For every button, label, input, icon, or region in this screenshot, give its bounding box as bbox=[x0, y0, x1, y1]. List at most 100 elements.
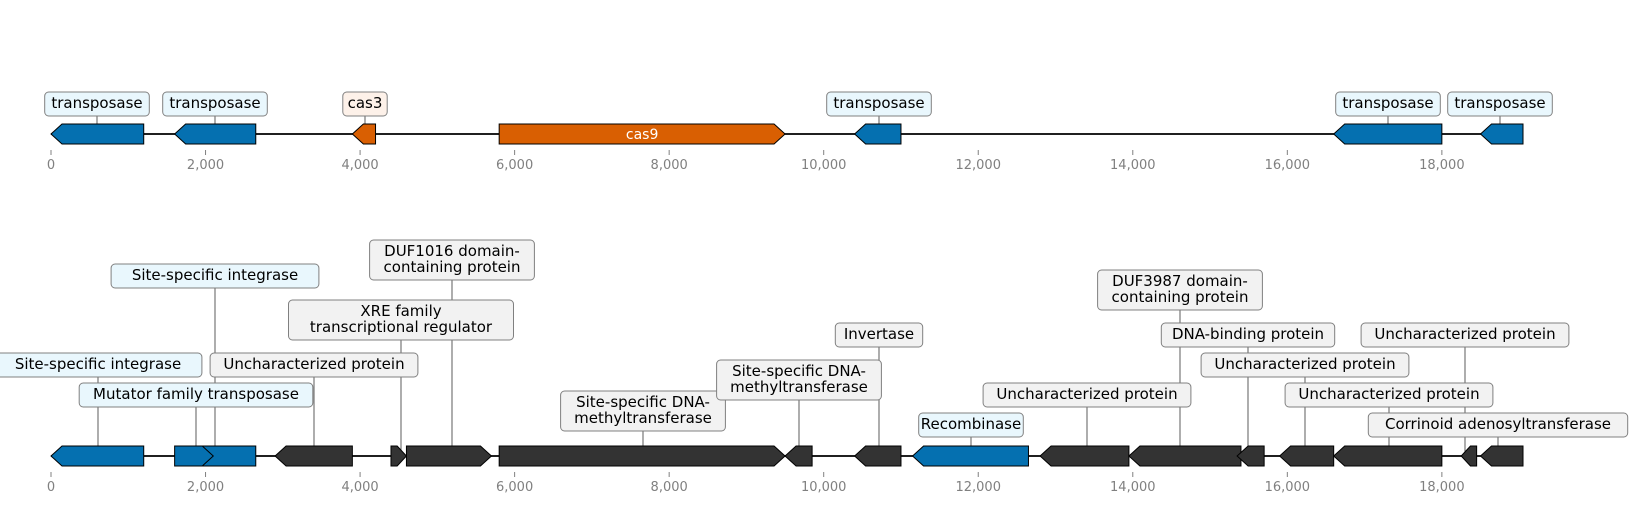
axis-tick-label: 4,000 bbox=[341, 158, 378, 173]
axis-tick-label: 6,000 bbox=[496, 480, 533, 495]
gene-label-invertase: Invertase bbox=[834, 322, 924, 348]
gene-arrow-site-specific-dna-methyltransferase[interactable] bbox=[784, 445, 813, 467]
gene-arrow-transposase[interactable] bbox=[853, 123, 902, 145]
gene-label-transposase: transposase bbox=[1335, 91, 1441, 117]
gene-arrow-corrinoid-adenosyltransferase[interactable] bbox=[1479, 445, 1524, 467]
gene-label-text: Recombinase bbox=[921, 415, 1021, 433]
gene-label-text: DUF1016 domain-containing protein bbox=[384, 242, 521, 276]
gene-label-text: cas3 bbox=[348, 94, 383, 112]
axis-tick-label: 12,000 bbox=[955, 158, 1001, 173]
gene-label-site-specific-dna-methyltransferase: Site-specific DNA-methyltransferase bbox=[560, 390, 726, 432]
gene-label-box bbox=[1335, 91, 1441, 117]
gene-arrow-uncharacterized-protein[interactable] bbox=[1039, 445, 1130, 467]
axis-tick-label: 6,000 bbox=[496, 158, 533, 173]
gene-label-text: transposase bbox=[51, 94, 142, 112]
gene-label-box bbox=[826, 91, 932, 117]
gene-arrow-transposase[interactable] bbox=[1332, 123, 1443, 145]
gene-label-box bbox=[1447, 91, 1553, 117]
gene-label-uncharacterized-protein: Uncharacterized protein bbox=[1284, 382, 1494, 408]
gene-label-box bbox=[918, 412, 1024, 438]
gene-label-text: transposase bbox=[1454, 94, 1545, 112]
genes bbox=[50, 123, 1524, 145]
gene-arrow-uncharacterized-protein[interactable] bbox=[1278, 445, 1335, 467]
gene-arrow-uncharacterized-protein[interactable] bbox=[274, 445, 353, 467]
gene-label-text: Uncharacterized protein bbox=[223, 355, 404, 373]
gene-arrow-uncharacterized-protein[interactable] bbox=[1332, 445, 1443, 467]
gene-label-uncharacterized-protein: Uncharacterized protein bbox=[1200, 352, 1410, 378]
gene-arrow-xre-family-transcriptional-regulator[interactable] bbox=[390, 445, 408, 467]
gene-labels: Site-specific integrase Site-specific int… bbox=[0, 239, 1629, 438]
gene-label-box bbox=[44, 91, 150, 117]
gene-label-text: Uncharacterized protein bbox=[1374, 325, 1555, 343]
gene-arrow-cas9[interactable] bbox=[498, 123, 786, 145]
axis-tick-label: 14,000 bbox=[1110, 480, 1156, 495]
gene-label-box bbox=[1367, 412, 1629, 438]
gene-label-box bbox=[560, 390, 726, 432]
gene-label-text: Invertase bbox=[844, 325, 914, 343]
axis-tick-label: 4,000 bbox=[341, 480, 378, 495]
gene-label-box bbox=[1360, 322, 1570, 348]
axis-tick-label: 0 bbox=[47, 480, 55, 495]
gene-label-box bbox=[209, 352, 419, 378]
gene-label-text: Uncharacterized protein bbox=[1298, 385, 1479, 403]
gene-arrow-transposase[interactable] bbox=[1479, 123, 1524, 145]
gene-arrow-transposase[interactable] bbox=[173, 123, 257, 145]
gene-label-mutator-family-transposase: Mutator family transposase bbox=[78, 382, 314, 408]
gene-label-box bbox=[834, 322, 924, 348]
gene-arrow-uncharacterized-protein[interactable] bbox=[1460, 445, 1478, 467]
gene-arrow-duf3987-domain-containing-protein[interactable] bbox=[1128, 445, 1242, 467]
gene-label-uncharacterized-protein: Uncharacterized protein bbox=[982, 382, 1192, 408]
gene-label-text: transposase bbox=[1342, 94, 1433, 112]
axis-tick-label: 8,000 bbox=[651, 158, 688, 173]
gene-arrow-site-specific-integrase[interactable] bbox=[50, 445, 145, 467]
gene-arrow-mutator-family-transposase[interactable] bbox=[174, 445, 215, 467]
gene-label-box bbox=[342, 91, 388, 117]
gene-label-text: DNA-binding protein bbox=[1172, 325, 1324, 343]
gene-label-text: Site-specific integrase bbox=[132, 266, 298, 284]
gene-label-text: XRE family transcriptional regulator bbox=[310, 302, 493, 336]
gene-arrow-site-specific-dna-methyltransferase[interactable] bbox=[498, 445, 786, 467]
gene-arrow-dna-binding-protein[interactable] bbox=[1236, 445, 1265, 467]
axis-tick-label: 12,000 bbox=[955, 480, 1001, 495]
gene-label-box bbox=[1284, 382, 1494, 408]
gene-arrow-invertase[interactable] bbox=[853, 445, 902, 467]
gene-label-text: Corrinoid adenosyltransferase bbox=[1385, 415, 1611, 433]
gene-label-site-specific-dna-methyltransferase: Site-specific DNA-methyltransferase bbox=[716, 359, 882, 401]
axis-tick-label: 18,000 bbox=[1419, 158, 1465, 173]
gene-label-site-specific-integrase: Site-specific integrase bbox=[0, 352, 203, 378]
gene-label-transposase: transposase bbox=[162, 91, 268, 117]
gene-label-transposase: transposase bbox=[44, 91, 150, 117]
gene-label-transposase: transposase bbox=[1447, 91, 1553, 117]
gene-label-xre-family-transcriptional-regulator: XRE family transcriptional regulator bbox=[288, 299, 514, 341]
gene-label-text: Uncharacterized protein bbox=[1214, 355, 1395, 373]
axis-tick-label: 14,000 bbox=[1110, 158, 1156, 173]
axis-tick-label: 2,000 bbox=[187, 480, 224, 495]
axis-tick-label: 16,000 bbox=[1265, 158, 1311, 173]
gene-label-text: Site-specific DNA-methyltransferase bbox=[730, 362, 868, 396]
gene-label-cas3: cas3 bbox=[342, 91, 388, 117]
gene-label-text: Site-specific integrase bbox=[15, 355, 181, 373]
axis-tick-label: 10,000 bbox=[801, 158, 847, 173]
gene-label-recombinase: Recombinase bbox=[918, 412, 1024, 438]
label-leader-lines bbox=[96, 116, 1501, 134]
gene-arrow-cas3[interactable] bbox=[351, 123, 377, 145]
axis-tick-label: 10,000 bbox=[801, 480, 847, 495]
gene-label-box bbox=[0, 352, 203, 378]
gene-label-text: transposase bbox=[833, 94, 924, 112]
gene-label-corrinoid-adenosyltransferase: Corrinoid adenosyltransferase bbox=[1367, 412, 1629, 438]
gene-label-box bbox=[78, 382, 314, 408]
gene-label-duf3987-domain-containing-protein: DUF3987 domain-containing protein bbox=[1097, 269, 1263, 311]
gene-label-duf1016-domain-containing-protein: DUF1016 domain-containing protein bbox=[369, 239, 535, 281]
genomic-track-top: 0 2,000 4,000 6,000 8,000 10,000 12,000 14,000 1… bbox=[44, 91, 1553, 173]
gene-arrow-duf1016-domain-containing-protein[interactable] bbox=[405, 445, 493, 467]
gene-label-box bbox=[982, 382, 1192, 408]
gene-label-box bbox=[162, 91, 268, 117]
gene-arrow-recombinase[interactable] bbox=[911, 445, 1029, 467]
gene-label-text: DUF3987 domain-containing protein bbox=[1112, 272, 1249, 306]
gene-label-text: transposase bbox=[169, 94, 260, 112]
gene-label-site-specific-integrase: Site-specific integrase bbox=[110, 263, 320, 289]
gene-arrow-transposase[interactable] bbox=[50, 123, 145, 145]
gene-label-cas9: cas9 bbox=[626, 127, 658, 143]
gene-label-box bbox=[716, 359, 882, 401]
